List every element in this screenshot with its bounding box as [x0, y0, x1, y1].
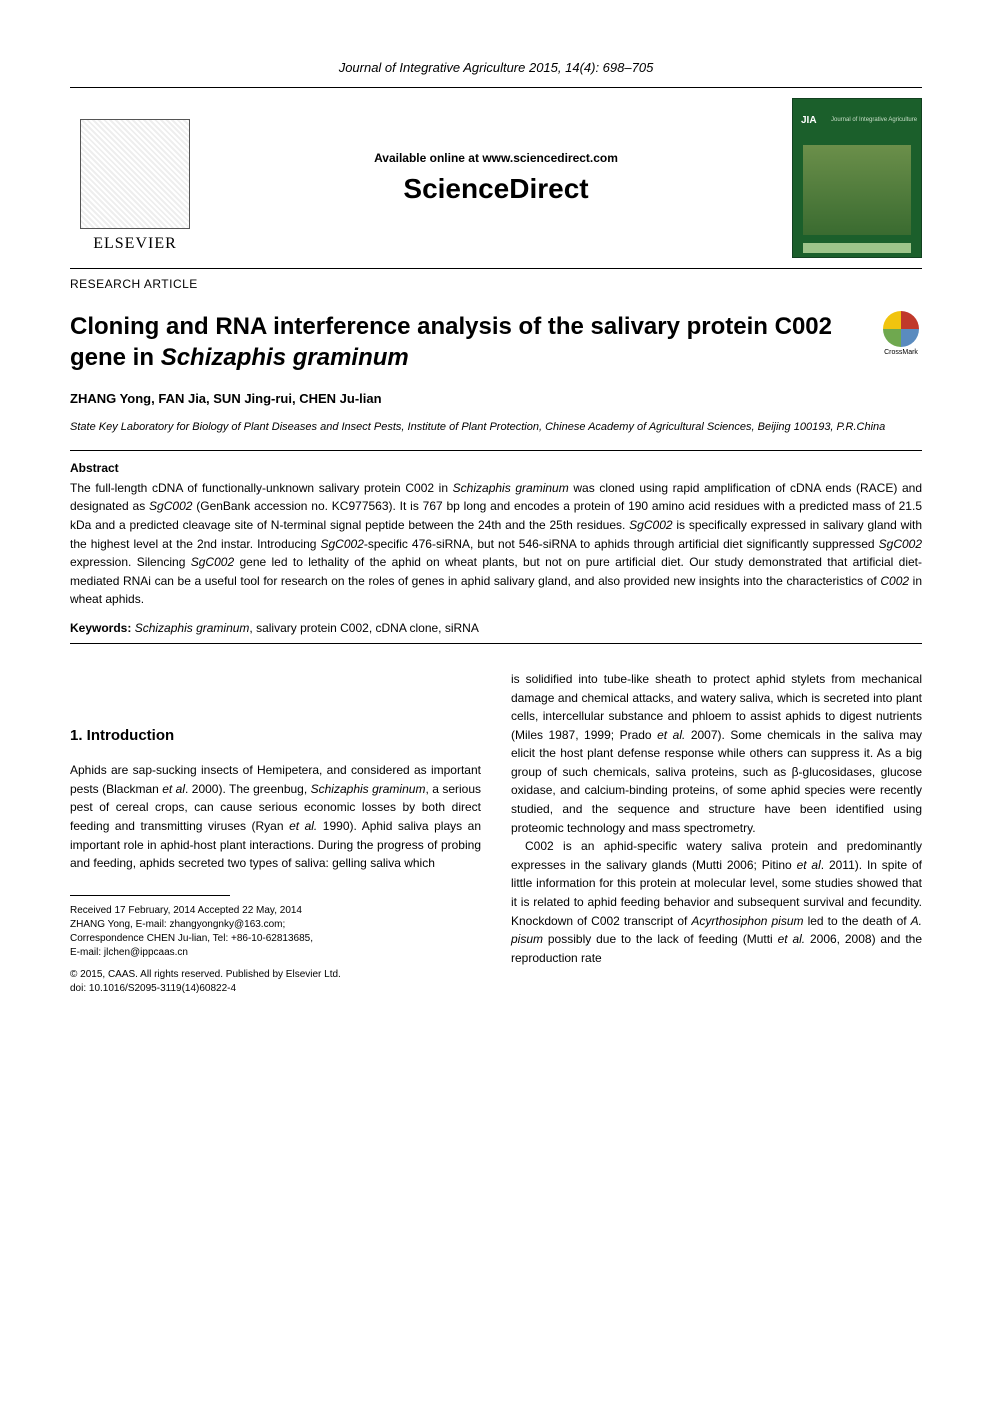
right-column: is solidified into tube-like sheath to p… — [511, 670, 922, 996]
r2-t4: possibly due to the lack of feeding (Mut… — [543, 932, 778, 946]
abs-i6: SgC002 — [191, 555, 234, 569]
header-row: ELSEVIER Available online at www.science… — [70, 98, 922, 258]
sciencedirect-title: ScienceDirect — [220, 173, 772, 205]
abs-i2: SgC002 — [149, 499, 192, 513]
crossmark-label: CrossMark — [880, 349, 922, 356]
footnote-copyright: © 2015, CAAS. All rights reserved. Publi… — [70, 968, 481, 982]
abs-i4: SgC002 — [321, 537, 364, 551]
r2-i4: et al. — [778, 932, 806, 946]
right-para2: C002 is an aphid-specific watery saliva … — [511, 837, 922, 967]
elsevier-logo: ELSEVIER — [70, 103, 200, 253]
article-type: RESEARCH ARTICLE — [70, 277, 922, 291]
right-para1: is solidified into tube-like sheath to p… — [511, 670, 922, 837]
jia-subtitle: Journal of Integrative Agriculture — [831, 117, 917, 123]
abs-t6: expression. Silencing — [70, 555, 191, 569]
crossmark-badge[interactable]: CrossMark — [880, 311, 922, 363]
article-title: Cloning and RNA interference analysis of… — [70, 311, 922, 373]
intro-i1: et al — [162, 782, 185, 796]
abstract-body: The full-length cDNA of functionally-unk… — [70, 479, 922, 609]
r2-i1: et al — [797, 858, 821, 872]
footnote-doi: doi: 10.1016/S2095-3119(14)60822-4 — [70, 982, 481, 996]
center-header-block: Available online at www.sciencedirect.co… — [220, 151, 772, 205]
footnote-gap — [70, 960, 481, 968]
intro-i3: et al. — [289, 819, 317, 833]
jia-cover-image: JIA Journal of Integrative Agriculture — [792, 98, 922, 258]
body-two-columns: 1. Introduction Aphids are sap-sucking i… — [70, 670, 922, 996]
top-rule — [70, 87, 922, 88]
intro-i2: Schizaphis graminum — [311, 782, 426, 796]
r2-t3: led to the death of — [804, 914, 911, 928]
affiliation: State Key Laboratory for Biology of Plan… — [70, 420, 922, 435]
r1-t2: 2007). Some chemicals in the saliva may … — [511, 728, 922, 835]
section-introduction: 1. Introduction — [70, 724, 481, 747]
intro-t2: . 2000). The greenbug, — [185, 782, 311, 796]
elsevier-brand-text: ELSEVIER — [93, 235, 177, 253]
footnote-corr: Correspondence CHEN Ju-lian, Tel: +86-10… — [70, 932, 481, 946]
authors: ZHANG Yong, FAN Jia, SUN Jing-rui, CHEN … — [70, 391, 922, 406]
footnote-rule — [70, 895, 230, 896]
jia-cover-footer — [803, 243, 911, 253]
intro-paragraph: Aphids are sap-sucking insects of Hemipe… — [70, 761, 481, 873]
abs-t5: -specific 476-siRNA, but not 546-siRNA t… — [364, 537, 879, 551]
mid-rule — [70, 268, 922, 269]
abstract-bottom-rule — [70, 643, 922, 644]
footnote-received: Received 17 February, 2014 Accepted 22 M… — [70, 904, 481, 918]
title-line2-prefix: gene in — [70, 344, 161, 371]
left-column: 1. Introduction Aphids are sap-sucking i… — [70, 670, 481, 996]
r1-i1: et al. — [657, 728, 685, 742]
journal-header: Journal of Integrative Agriculture 2015,… — [70, 60, 922, 75]
abs-i1: Schizaphis graminum — [453, 481, 569, 495]
abs-i3: SgC002 — [629, 518, 672, 532]
elsevier-tree-icon — [80, 119, 190, 229]
title-line1: Cloning and RNA interference analysis of… — [70, 313, 832, 340]
keywords-rest: , salivary protein C002, cDNA clone, siR… — [249, 621, 478, 635]
left-spacer — [70, 670, 481, 724]
jia-label: JIA — [801, 115, 817, 126]
keywords-label: Keywords: — [70, 621, 131, 635]
footnote-corr-email: E-mail: jlchen@ippcaas.cn — [70, 946, 481, 960]
abs-i5: SgC002 — [879, 537, 922, 551]
title-species: Schizaphis graminum — [161, 344, 409, 371]
abstract-top-rule — [70, 450, 922, 451]
r2-i2: Acyrthosiphon pisum — [691, 914, 803, 928]
crossmark-icon — [883, 311, 919, 347]
footnote-author-email: ZHANG Yong, E-mail: zhangyongnky@163.com… — [70, 918, 481, 932]
jia-cover-photo — [803, 145, 911, 235]
abstract-label: Abstract — [70, 461, 922, 475]
available-online-text: Available online at www.sciencedirect.co… — [220, 151, 772, 165]
abs-i7: C002 — [880, 574, 909, 588]
footnote-block: Received 17 February, 2014 Accepted 22 M… — [70, 904, 481, 996]
keywords-italic: Schizaphis graminum — [135, 621, 250, 635]
abs-t1: The full-length cDNA of functionally-unk… — [70, 481, 453, 495]
keywords: Keywords: Schizaphis graminum, salivary … — [70, 621, 922, 635]
